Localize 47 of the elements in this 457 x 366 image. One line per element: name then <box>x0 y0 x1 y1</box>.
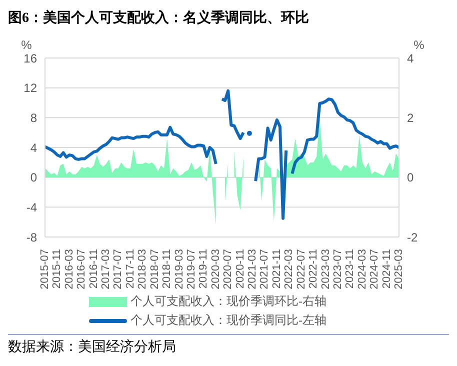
legend-label: 个人可支配收入：现价季调环比-右轴 <box>130 294 326 308</box>
y2-tick-label: 4 <box>407 51 414 66</box>
x-tick-label: 2022-11 <box>308 249 320 289</box>
y2-tick-label: -2 <box>407 230 418 244</box>
y-tick-label: 16 <box>24 51 38 66</box>
x-tick-label: 2025-03 <box>393 249 405 290</box>
x-tick-label: 2023-03 <box>320 249 332 290</box>
x-tick-label: 2021-07 <box>258 249 271 290</box>
x-tick-label: 2023-11 <box>344 249 356 289</box>
x-tick-label: 2020-11 <box>234 249 246 289</box>
x-tick-label: 2015-11 <box>51 249 64 289</box>
x-tick-label: 2015-07 <box>39 249 51 290</box>
chart-title: 图6：美国个人可支配收入：名义季调同比、环比 <box>8 8 310 28</box>
x-tick-label: 2016-03 <box>63 249 76 290</box>
x-tick-label: 2023-07 <box>332 249 344 290</box>
y-tick-label: 12 <box>24 81 38 96</box>
x-tick-label: 2024-11 <box>380 249 393 289</box>
x-tick-label: 2020-03 <box>210 249 222 290</box>
x-tick-label: 2019-07 <box>185 249 198 290</box>
x-tick-label: 2024-03 <box>356 249 368 290</box>
x-tick-label: 2020-07 <box>222 249 234 290</box>
y-tick-label: -8 <box>26 230 38 244</box>
legend-label: 个人可支配收入：现价季调同比-左轴 <box>130 313 326 327</box>
x-tick-label: 2016-11 <box>88 249 100 289</box>
y-tick-label: 0 <box>30 170 38 185</box>
x-tick-label: 2022-03 <box>283 249 296 290</box>
x-tick-label: 2019-03 <box>173 249 186 290</box>
x-tick-label: 2018-03 <box>136 249 149 290</box>
source-note: 数据来源：美国经济分析局 <box>8 334 449 356</box>
y2-axis-title: % <box>414 38 425 52</box>
x-tick-label: 2018-11 <box>161 249 174 289</box>
y-tick-label: 4 <box>30 140 38 155</box>
x-tick-label: 2022-07 <box>295 249 308 290</box>
y2-tick-label: 0 <box>407 170 414 185</box>
x-tick-label: 2019-11 <box>198 249 210 289</box>
x-tick-label: 2016-07 <box>76 249 88 290</box>
x-tick-label: 2017-03 <box>100 249 112 290</box>
x-tick-label: 2017-11 <box>124 249 136 289</box>
x-tick-label: 2021-03 <box>246 249 259 290</box>
y-axis-title: % <box>21 38 32 52</box>
x-tick-label: 2018-07 <box>148 249 161 290</box>
y-tick-label: 8 <box>30 110 38 125</box>
x-tick-label: 2021-11 <box>270 249 283 289</box>
y2-tick-label: 2 <box>407 110 414 125</box>
x-tick-label: 2017-07 <box>112 249 124 290</box>
y-tick-label: -4 <box>26 200 38 214</box>
x-tick-label: 2024-07 <box>368 249 381 290</box>
